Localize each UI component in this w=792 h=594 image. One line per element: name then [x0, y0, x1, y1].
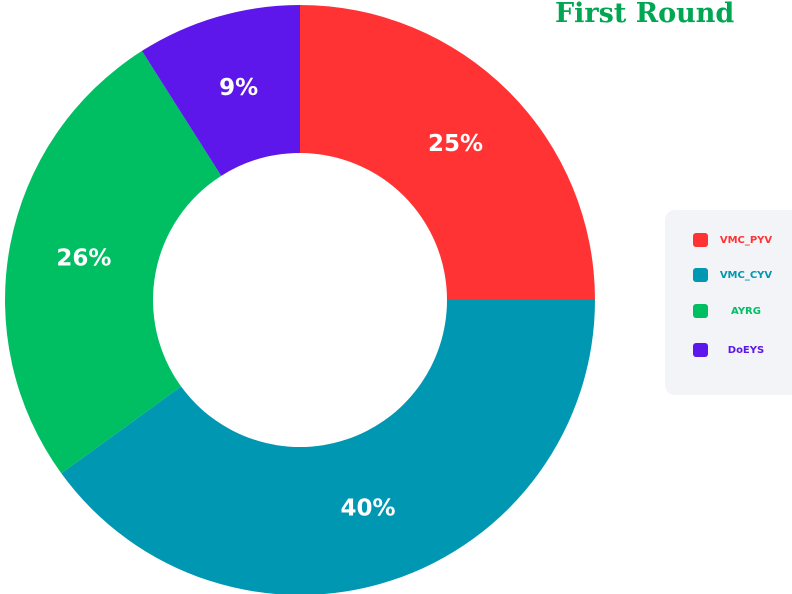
legend-swatch [693, 233, 708, 247]
data-label: 9% [219, 75, 258, 101]
legend-label: AYRG [731, 306, 761, 317]
chart-title: First Round [555, 0, 734, 29]
data-label: 26% [56, 245, 111, 271]
data-label: 25% [428, 131, 483, 157]
legend-swatch [693, 343, 708, 357]
data-label: 40% [340, 496, 395, 522]
legend-label: VMC_CYV [720, 270, 773, 281]
legend-label: VMC_PYV [720, 235, 773, 246]
legend-swatch [693, 304, 708, 318]
legend-label: DoEYS [728, 345, 764, 356]
pie-slice [141, 5, 300, 176]
pie-slice [4, 50, 222, 474]
pie-slice [300, 5, 595, 300]
legend-swatch [693, 268, 708, 282]
pie-slice [61, 300, 595, 594]
